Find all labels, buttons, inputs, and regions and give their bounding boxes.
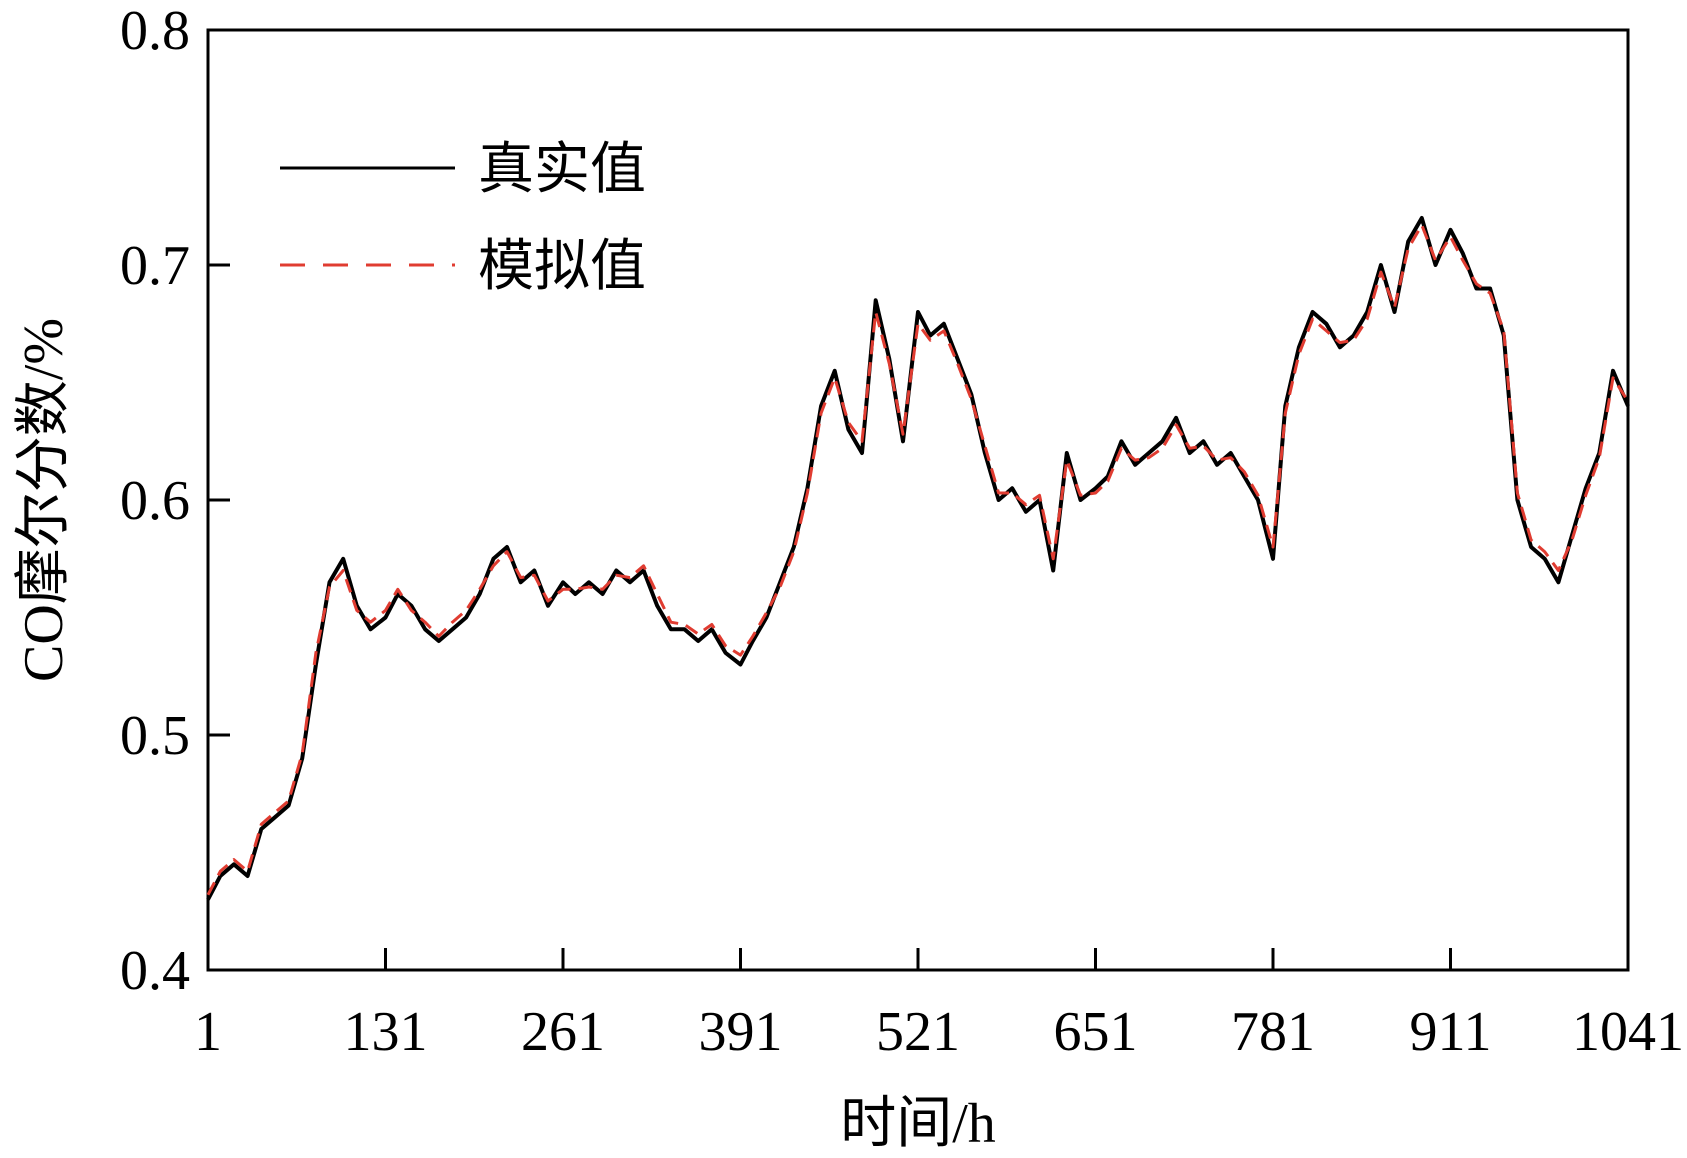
x-tick-label: 391 xyxy=(699,1001,783,1063)
y-axis-title: CO摩尔分数/% xyxy=(13,318,75,682)
x-axis-title: 时间/h xyxy=(840,1093,996,1155)
series-line-actual xyxy=(206,216,1630,901)
legend-label-actual: 真实值 xyxy=(478,139,646,201)
x-tick-label: 651 xyxy=(1054,1001,1138,1063)
y-axis-ticks: 0.4 0.5 0.6 0.7 0.8 xyxy=(120,0,230,1002)
y-tick-label: 0.6 xyxy=(120,470,190,532)
x-tick-label: 261 xyxy=(521,1001,605,1063)
legend: 真实值 模拟值 xyxy=(280,139,646,298)
legend-label-simulated: 模拟值 xyxy=(478,236,646,298)
x-tick-label: 131 xyxy=(344,1001,428,1063)
series-line-simulated xyxy=(206,223,1630,896)
x-tick-label: 1041 xyxy=(1572,1001,1684,1063)
y-tick-label: 0.4 xyxy=(120,940,190,1002)
x-axis-ticks: 1 131 261 391 521 651 781 911 1041 xyxy=(194,948,1684,1063)
plot-area-frame xyxy=(206,28,1630,972)
series-layer xyxy=(206,216,1630,901)
y-tick-label: 0.7 xyxy=(120,235,190,297)
x-tick-label: 911 xyxy=(1410,1001,1492,1063)
y-tick-label: 0.8 xyxy=(120,0,190,62)
y-tick-label: 0.5 xyxy=(120,705,190,767)
x-tick-label: 781 xyxy=(1231,1001,1315,1063)
x-tick-label: 1 xyxy=(194,1001,222,1063)
x-tick-label: 521 xyxy=(876,1001,960,1063)
